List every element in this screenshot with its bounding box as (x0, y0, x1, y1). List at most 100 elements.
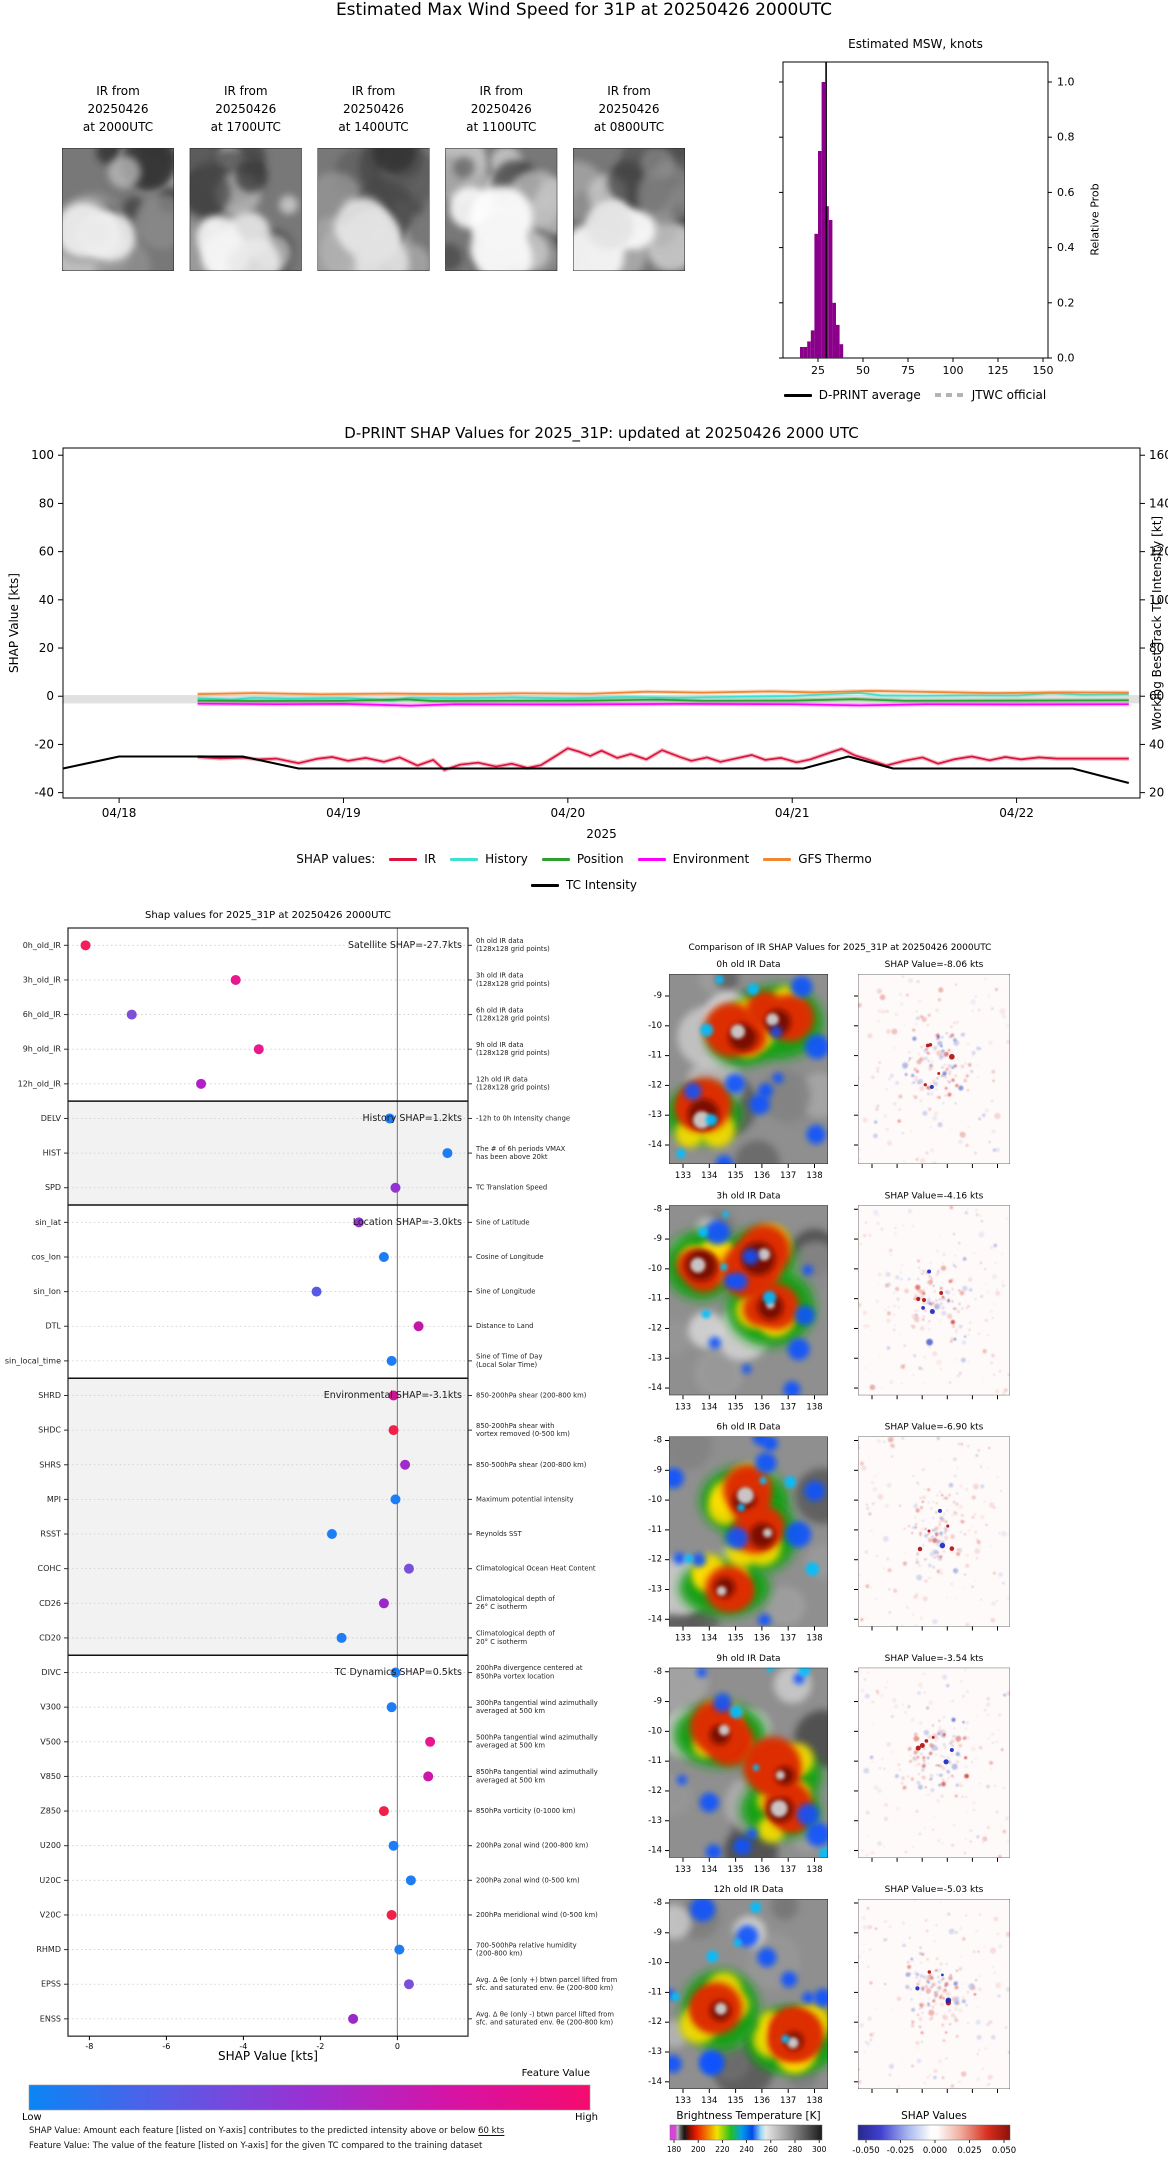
brightness-temperature-colorbar-title: Brightness Temperature [K] (676, 2110, 821, 2122)
legend-label: IR (424, 852, 437, 866)
lat-tick-label: -11 (648, 1756, 662, 1766)
group-shap-label: Satellite SHAP=-27.7kts (348, 940, 462, 951)
feature-label: HIST (43, 1149, 61, 1158)
shap-dot (403, 1563, 414, 1574)
bt-cb-tick-label: 180 (667, 2145, 682, 2154)
series-environment-line (197, 702, 1129, 707)
feature-description: (128x128 grid points) (476, 980, 550, 988)
feature-label: 6h_old_IR (23, 1010, 62, 1019)
shap-dot (423, 1771, 434, 1782)
feature-description: (Local Solar Time) (476, 1361, 538, 1369)
group-shading (68, 1101, 468, 1206)
brightness-temperature-colorbar (669, 2124, 823, 2141)
lat-tick-label: -14 (648, 1614, 662, 1624)
shap-dot (388, 1425, 399, 1436)
legend-item-jtwc-official: JTWC official (934, 388, 1046, 402)
tick-label: 80 (1149, 641, 1164, 655)
shap-dot (353, 1217, 364, 1228)
dotplot-title: Shap values for 2025_31P at 20250426 200… (145, 910, 391, 921)
shap-map-image-0 (858, 974, 1010, 1164)
feature-description: vortex removed (0-500 km) (476, 1430, 570, 1438)
history-line-swatch (450, 857, 479, 861)
shap-dot (196, 1078, 207, 1089)
tick-label: 04/20 (551, 806, 586, 820)
feature-label: V300 (40, 1703, 61, 1712)
shap-dot (384, 1113, 395, 1124)
feature-description: Cosine of Longitude (476, 1253, 544, 1261)
feature-value-colorbar (28, 2084, 591, 2111)
shap-dot (386, 1909, 397, 1920)
footnote-underlined-threshold: 60 kts (478, 2126, 505, 2136)
tick-label: 75 (901, 364, 915, 377)
feature-description: 200hPa zonal wind (0-500 km) (476, 1876, 580, 1884)
shap-dot (311, 1286, 322, 1297)
jtwc-official-dash-swatch (934, 393, 965, 397)
group-shap-label: Environmental SHAP=-3.1kts (324, 1390, 462, 1401)
feature-label: RSST (40, 1530, 61, 1539)
feature-label: SPD (45, 1183, 61, 1192)
lon-tick-label: 133 (675, 1865, 691, 1875)
histogram-bar (836, 324, 840, 358)
feature-label: DELV (41, 1114, 62, 1123)
lat-tick-label: -10 (648, 1726, 662, 1736)
shap-map-image-2 (858, 1436, 1010, 1627)
shap-cb-tick-label: 0.050 (992, 2146, 1016, 2156)
lon-tick-label: 136 (754, 2096, 770, 2106)
feature-description: 850hPa tangential wind azimuthally (476, 1768, 598, 1776)
shap-values-colorbar (857, 2124, 1011, 2141)
legend-item-history: History (450, 852, 528, 866)
feature-value-colorbar-title: Feature Value (521, 2068, 590, 2079)
feature-label: 12h_old_IR (18, 1079, 62, 1088)
lon-tick-label: 138 (806, 1171, 822, 1181)
lon-tick-label: 136 (754, 1865, 770, 1875)
tick-label: 0.4 (1057, 241, 1075, 254)
shap-dot (230, 974, 241, 985)
legend-item-tc-intensity: TC Intensity (530, 878, 637, 892)
series-position-line (197, 698, 1129, 702)
legend-label: D-PRINT average (818, 388, 921, 402)
feature-label: RHMD (36, 1945, 61, 1954)
lon-tick-label: 133 (675, 1402, 691, 1412)
tick-label: 125 (988, 364, 1009, 377)
tick-label: 120 (1149, 545, 1168, 559)
shap-dot (378, 1598, 389, 1609)
tick-label: 04/22 (999, 806, 1034, 820)
feature-label: V20C (40, 1910, 62, 1919)
shap-panel-title: SHAP Value=-8.06 kts (885, 960, 984, 970)
lat-tick-label: -10 (648, 1021, 662, 1031)
legend-item-dprint-average: D-PRINT average (783, 388, 921, 402)
shap-panel-title: SHAP Value=-3.54 kts (885, 1654, 984, 1664)
shap-dot (80, 940, 91, 951)
feature-description: (128x128 grid points) (476, 945, 550, 953)
shap-map-image-3 (858, 1667, 1010, 1858)
legend-label: GFS Thermo (798, 852, 872, 866)
bt-cb-tick-label: 200 (691, 2145, 706, 2154)
shap-dot (390, 1494, 401, 1505)
lon-tick-label: 134 (701, 1865, 717, 1875)
shap-cb-tick-label: -0.025 (887, 2146, 914, 2156)
shap-map-image-1 (858, 1205, 1010, 1396)
lat-tick-label: -13 (648, 1585, 662, 1595)
feature-description: Maximum potential intensity (476, 1495, 574, 1503)
shap-timeseries: 04/18 04/19 04/20 04/21 04/22 100 80 60 40 20 0 -20… (31, 447, 1168, 820)
lon-tick-label: 133 (675, 2096, 691, 2106)
ir-thumbnail-image-0 (62, 148, 174, 271)
lon-tick-label: 136 (754, 1634, 770, 1644)
ir-thumbnail-image-3 (445, 148, 558, 271)
feature-description: 200hPa meridional wind (0-500 km) (476, 1911, 598, 1919)
legend-item-environment: Environment (637, 852, 749, 866)
lat-tick-label: -9 (654, 1465, 662, 1475)
feature-label: cos_lon (31, 1252, 61, 1261)
histogram-legend: D-PRINT average JTWC official (690, 388, 1140, 402)
feature-description: Avg. Δ θe (only -) btwn parcel lifted fr… (476, 2011, 614, 2019)
environment-line-swatch (637, 857, 666, 861)
shap-dot (388, 1840, 399, 1851)
tick-label: 140 (1149, 496, 1168, 510)
lat-tick-label: -9 (654, 1928, 662, 1938)
shap-cb-tick-label: 0.025 (957, 2146, 981, 2156)
timeseries-x-axis-year: 2025 (586, 827, 617, 841)
shap-dot (386, 1702, 397, 1713)
feature-value-footnote: Feature Value: The value of the feature … (29, 2141, 483, 2151)
lat-tick-label: -13 (648, 1816, 662, 1826)
feature-label: sin_local_time (5, 1356, 61, 1365)
